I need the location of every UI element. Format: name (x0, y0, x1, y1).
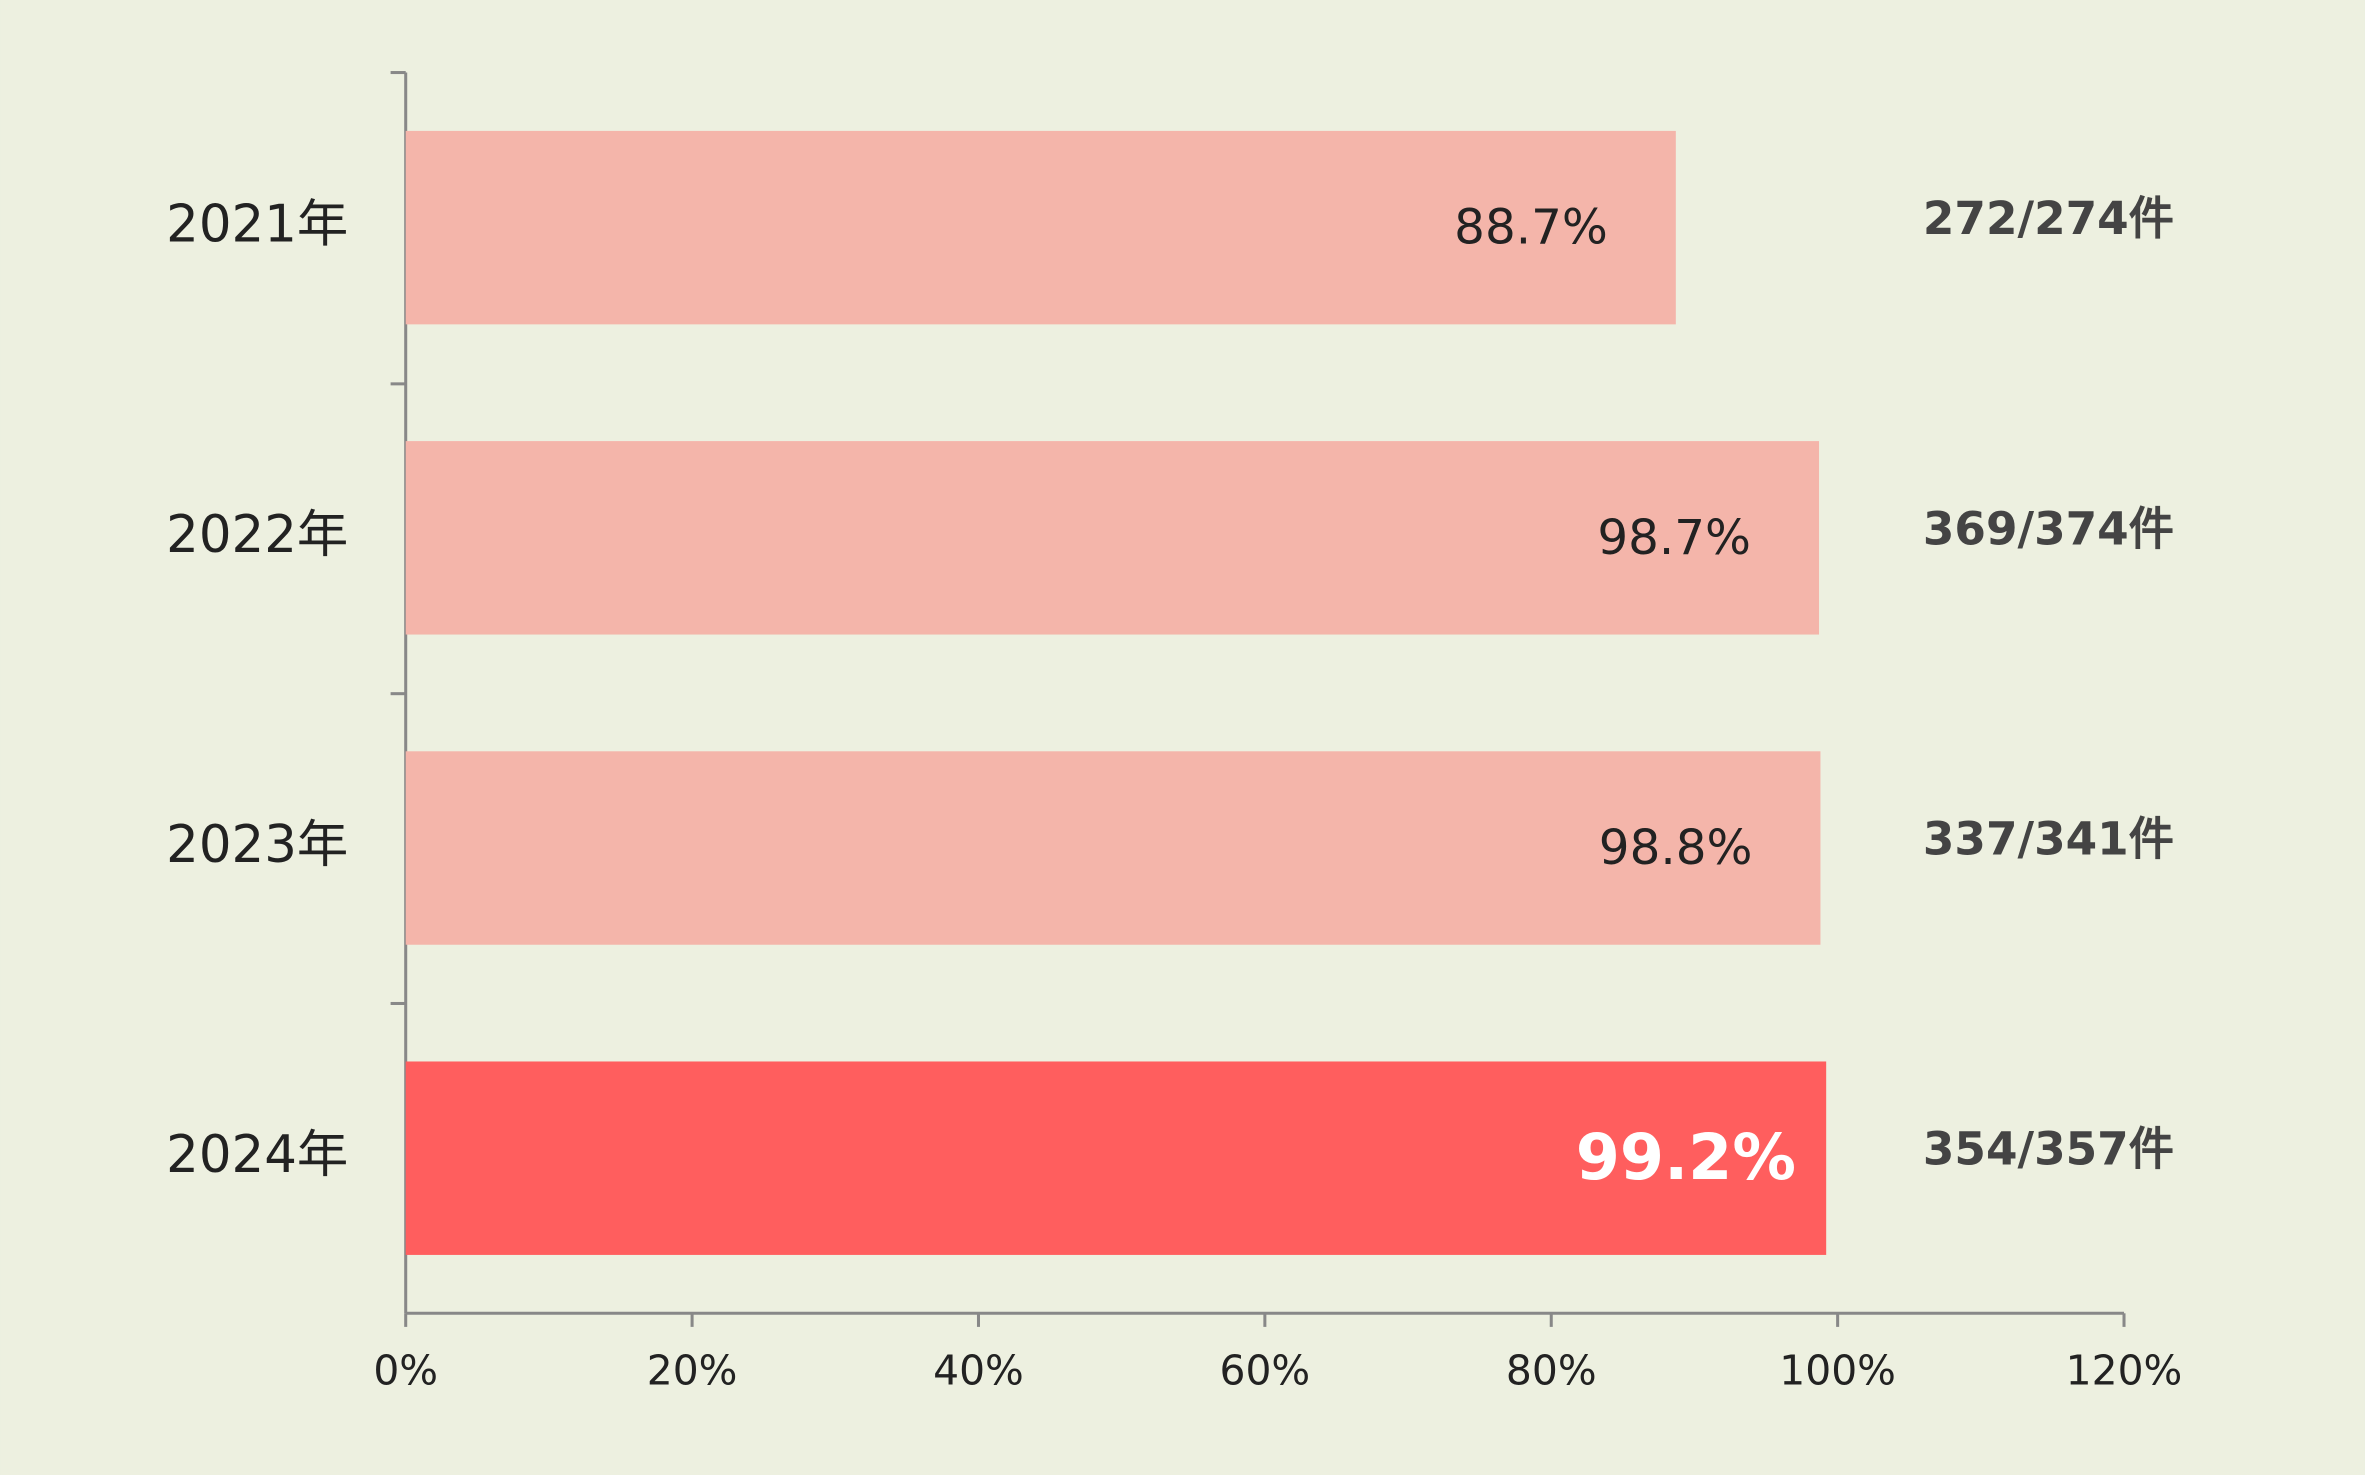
y-tick-label: 2023年 (166, 815, 348, 875)
value-label: 99.2% (1576, 1120, 1796, 1194)
bar (405, 751, 1821, 945)
x-tick-label: 40% (933, 1347, 1024, 1395)
value-label: 98.7% (1597, 510, 1751, 566)
x-tick-label: 20% (647, 1347, 738, 1395)
y-tick-label: 2021年 (166, 195, 348, 255)
count-label: 272/274件 (1923, 192, 2174, 245)
count-label: 369/374件 (1923, 502, 2174, 555)
bar (405, 130, 1676, 325)
count-label: 354/357件 (1923, 1123, 2174, 1176)
x-tick-label: 0% (373, 1347, 438, 1395)
bar (405, 441, 1820, 635)
y-tick-label: 2022年 (166, 505, 348, 565)
x-tick-label: 80% (1506, 1347, 1597, 1395)
value-label: 98.8% (1599, 820, 1753, 876)
y-tick-label: 2024年 (166, 1125, 348, 1185)
x-tick-label: 60% (1220, 1347, 1311, 1395)
count-label: 337/341件 (1923, 812, 2174, 865)
x-tick-label: 100% (1779, 1347, 1896, 1395)
value-label: 88.7% (1454, 200, 1608, 256)
bar (405, 1061, 1827, 1255)
x-tick-label: 120% (2066, 1347, 2183, 1395)
